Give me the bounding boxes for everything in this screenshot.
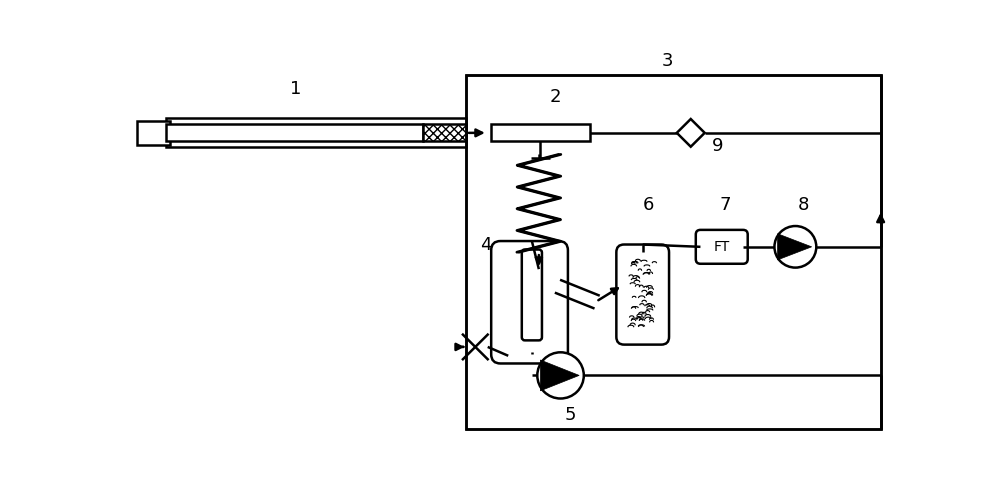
Circle shape [537,352,584,399]
Text: 3: 3 [662,52,673,70]
Text: 4: 4 [480,235,491,254]
Bar [166,118,466,148]
FancyBboxPatch shape [491,241,568,363]
FancyBboxPatch shape [696,230,748,264]
Bar [137,120,170,145]
Bar [423,124,466,141]
Text: 6: 6 [642,196,654,214]
Text: 5: 5 [565,406,576,424]
Bar [466,75,881,429]
Bar [466,75,881,429]
Bar [166,124,423,141]
Polygon shape [778,234,812,260]
Text: 2: 2 [549,88,561,106]
Text: 8: 8 [797,196,809,214]
Circle shape [774,226,816,268]
Polygon shape [677,119,705,147]
Text: FT: FT [714,240,730,254]
FancyBboxPatch shape [522,249,542,340]
Text: 1: 1 [290,80,301,98]
Bar [491,124,590,141]
Polygon shape [540,360,579,391]
FancyBboxPatch shape [616,244,669,345]
Text: 7: 7 [720,196,731,214]
Text: 9: 9 [712,137,724,155]
